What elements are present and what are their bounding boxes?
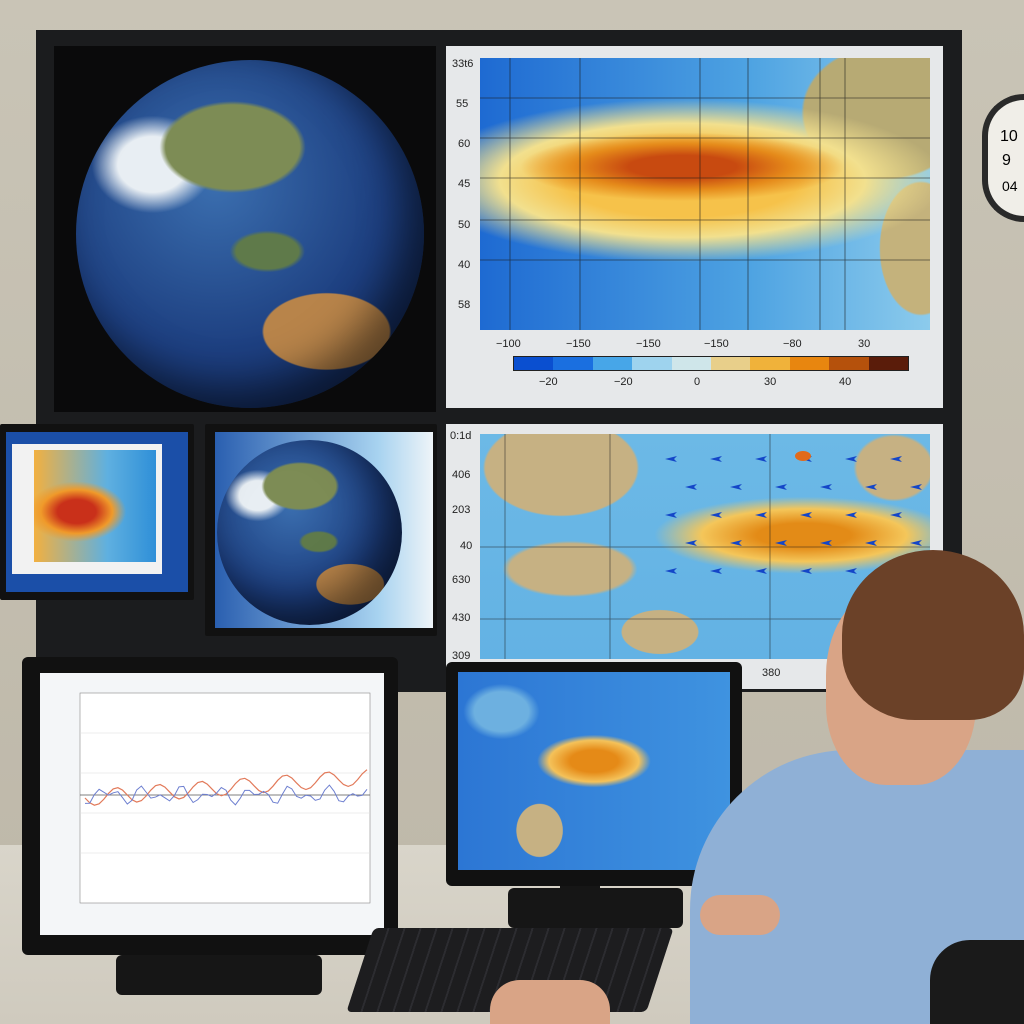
wind-arrow [800,568,812,574]
earth-globe-small [217,440,402,625]
colorbar-tick: 30 [764,376,777,388]
x-tick: 30 [858,338,871,350]
y-tick: 45 [458,178,471,190]
map-grid [480,58,930,330]
y-tick: 40 [460,540,473,552]
colorbar-segment [750,357,790,370]
x-tick: −150 [704,338,729,350]
colorbar-tick: 0 [694,376,701,388]
wind-arrow [730,540,742,546]
y-tick: 50 [458,219,471,231]
colorbar-segment [829,357,869,370]
wind-arrow [845,568,857,574]
wind-arrow [865,540,877,546]
earth-globe [76,60,424,408]
y-tick: 406 [452,469,471,481]
y-tick: 58 [458,299,471,311]
x-tick: 380 [762,667,781,679]
wind-arrow [710,456,722,462]
colorbar-tick: −20 [539,376,558,388]
y-tick: 203 [452,504,471,516]
wind-arrow [665,456,677,462]
x-tick: −150 [636,338,661,350]
y-tick: 60 [458,138,471,150]
wind-arrow [820,540,832,546]
colorbar-segment [868,357,909,370]
heatmap-thumbnail [34,450,156,562]
wind-arrow [775,484,787,490]
wind-arrow [755,456,767,462]
wind-arrow [755,568,767,574]
wind-arrow [755,512,767,518]
globe-monitor [205,424,437,636]
map-screen [458,672,730,870]
monitor-base [116,955,322,995]
colorbar-segment [671,357,712,370]
side-monitor [0,424,194,600]
colorbar-segment [789,357,830,370]
sst-map [480,58,930,330]
chart-monitor [22,657,398,955]
wind-arrow [685,484,697,490]
x-tick: −80 [783,338,802,350]
colorbar-tick: −20 [614,376,633,388]
wind-arrow [685,540,697,546]
wind-arrow [910,484,922,490]
globe-display [54,46,436,412]
x-tick: −150 [566,338,591,350]
x-tick: −100 [496,338,521,350]
wind-arrow [665,568,677,574]
wind-arrow [710,568,722,574]
chair [930,940,1024,1024]
colorbar [513,356,909,371]
wind-arrow [865,484,877,490]
colorbar-segment [711,357,751,370]
time-series-screen [40,673,384,935]
y-tick: 33t6 [452,58,474,70]
wind-arrow [890,456,902,462]
colorbar-segment [514,357,554,370]
y-tick: 430 [452,612,471,624]
blue-series-line [84,784,368,806]
y-tick: 40 [458,259,471,271]
y-tick: 630 [452,574,471,586]
clock-numeral: 04 [1002,178,1018,194]
wind-arrow [665,512,677,518]
wall-clock: 10 9 04 [982,94,1024,222]
person-hair [842,550,1024,720]
wind-arrow [845,456,857,462]
clock-numeral: 10 [1000,128,1018,145]
sst-map-display: 33t6 55 60 45 50 40 58 −100 −150 −150 −1… [446,46,943,408]
wind-arrow [800,512,812,518]
wind-arrow [710,512,722,518]
wind-arrow [845,512,857,518]
y-tick: 55 [456,98,469,110]
person-hand [490,980,610,1024]
colorbar-segment [592,357,633,370]
colorbar-segment [553,357,593,370]
wind-arrow [890,512,902,518]
clock-numeral: 9 [1002,152,1011,169]
monitor-base [508,888,683,928]
colorbar-tick: 40 [839,376,852,388]
wind-arrow [775,540,787,546]
person-hand [700,895,780,935]
wind-arrow [730,484,742,490]
time-series-plot [79,692,371,904]
wind-arrow [910,540,922,546]
colorbar-segment [632,357,672,370]
wind-arrow [820,484,832,490]
y-tick: 0:1d [450,430,472,442]
map-monitor [446,662,742,886]
y-tick: 309 [452,650,471,662]
